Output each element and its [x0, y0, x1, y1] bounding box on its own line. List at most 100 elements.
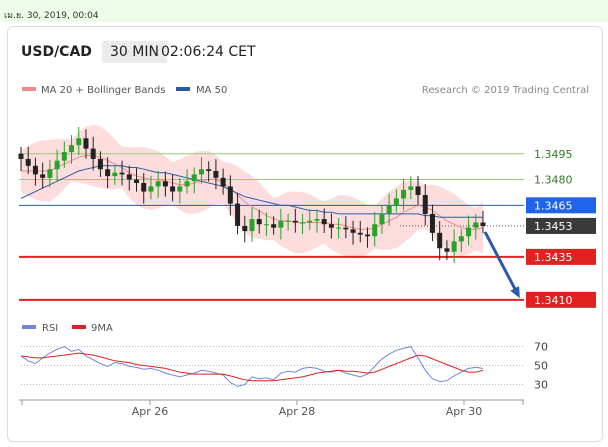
candle-body: [18, 153, 24, 159]
candle-body: [61, 152, 67, 161]
rsi-legend-swatch: [22, 325, 36, 329]
candle-body: [278, 220, 284, 228]
rsi-legend-label: RSI: [42, 323, 58, 334]
ma9-legend-label: 9MA: [91, 323, 113, 334]
level-label-bg-support_2: [526, 291, 596, 308]
candle-body: [97, 158, 103, 170]
candle-body: [227, 186, 233, 204]
candle-body: [32, 165, 38, 175]
candle-body: [307, 220, 313, 223]
candle-body: [429, 213, 435, 233]
currency-pair: USD/CAD: [21, 44, 92, 60]
candle-body: [350, 229, 356, 233]
level-label-bg-pivot: [526, 197, 596, 214]
timestamp: เม.ย. 30, 2019, 00:04: [4, 11, 99, 21]
candle-body: [365, 234, 370, 237]
forecast-arrowhead: [510, 286, 520, 299]
x-tick-label: Apr 26: [132, 405, 169, 418]
rsi-level-label: 50: [534, 360, 548, 373]
candle-body: [458, 236, 464, 242]
candle-body: [408, 186, 414, 190]
research-credit: Research © 2019 Trading Central: [422, 85, 589, 96]
candle-body: [300, 222, 306, 224]
rsi-level-label: 70: [534, 341, 548, 354]
candle-body: [119, 172, 125, 175]
candle-body: [220, 177, 226, 187]
candle-body: [480, 222, 486, 226]
header-time: 02:06:24 CET: [161, 44, 256, 60]
rsi-ma9-line: [20, 352, 484, 382]
x-tick-label: Apr 30: [446, 405, 483, 418]
candle-body: [285, 220, 291, 222]
candle-body: [437, 232, 443, 249]
candle-body: [473, 222, 479, 228]
candle-body: [177, 186, 183, 192]
level-label-bg-last_price: [526, 217, 596, 234]
candle-body: [263, 224, 269, 226]
candle-body: [162, 181, 168, 187]
level-label-support_2: 1.3410: [534, 294, 573, 307]
candle-body: [105, 169, 111, 177]
candle-body: [393, 198, 399, 206]
candle-body: [292, 220, 298, 223]
candle-body: [155, 181, 161, 187]
forecast-arrow-line: [483, 231, 519, 294]
candle-body: [466, 227, 472, 237]
candle-body: [141, 182, 147, 192]
candle-body: [25, 158, 31, 166]
candle-body: [126, 174, 132, 180]
candle-body: [343, 227, 349, 230]
candle-body: [198, 169, 204, 175]
candle-body: [242, 225, 248, 232]
candle-body: [357, 232, 363, 235]
candle-body: [148, 186, 154, 192]
candle-body: [47, 169, 53, 178]
x-tick-label: Apr 28: [279, 405, 316, 418]
ma9-legend-swatch: [72, 325, 86, 329]
candle-body: [90, 148, 96, 159]
candle-body: [112, 172, 118, 177]
ma20-legend-swatch: [22, 87, 36, 91]
candle-body: [415, 186, 421, 196]
rsi-line: [20, 345, 484, 387]
candle-body: [328, 224, 334, 228]
candle-body: [191, 174, 197, 182]
candle-body: [386, 205, 392, 214]
candle-body: [184, 181, 190, 187]
candle-body: [83, 138, 89, 149]
candle-body: [40, 174, 46, 178]
timeframe-badge: 30 MIN: [102, 41, 167, 63]
ma20-line: [21, 155, 484, 230]
candle-body: [69, 145, 75, 153]
candle-body: [271, 224, 277, 228]
bollinger-band: [21, 124, 483, 259]
level-label-pivot: 1.3465: [534, 199, 573, 212]
level-label-support_1: 1.3435: [534, 251, 573, 264]
candle-body: [372, 224, 378, 237]
candle-body: [213, 170, 219, 178]
candle-body: [54, 160, 60, 170]
top-bar: เม.ย. 30, 2019, 00:04: [0, 0, 608, 22]
candle-body: [379, 213, 385, 225]
level-label-resistance_2: 1.3495: [534, 148, 573, 161]
candle-body: [170, 186, 176, 192]
candle-body: [422, 195, 428, 214]
candle-body: [206, 169, 212, 171]
candle-body: [314, 219, 320, 221]
ma50-legend-swatch: [176, 87, 190, 91]
candle-body: [336, 227, 342, 229]
candle-body: [76, 138, 82, 146]
candle-body: [444, 248, 450, 252]
ma20-legend-label: MA 20 + Bollinger Bands: [41, 85, 165, 96]
level-label-resistance_1: 1.3480: [534, 174, 573, 187]
level-label-last_price: 1.3453: [534, 220, 573, 233]
candle-body: [249, 219, 255, 232]
candle-body: [451, 241, 457, 252]
candle-body: [321, 219, 327, 225]
candle-body: [256, 219, 262, 225]
ma50-legend-label: MA 50: [196, 85, 227, 96]
candle-body: [235, 203, 241, 226]
rsi-level-label: 30: [534, 379, 548, 392]
candle-body: [134, 179, 139, 183]
